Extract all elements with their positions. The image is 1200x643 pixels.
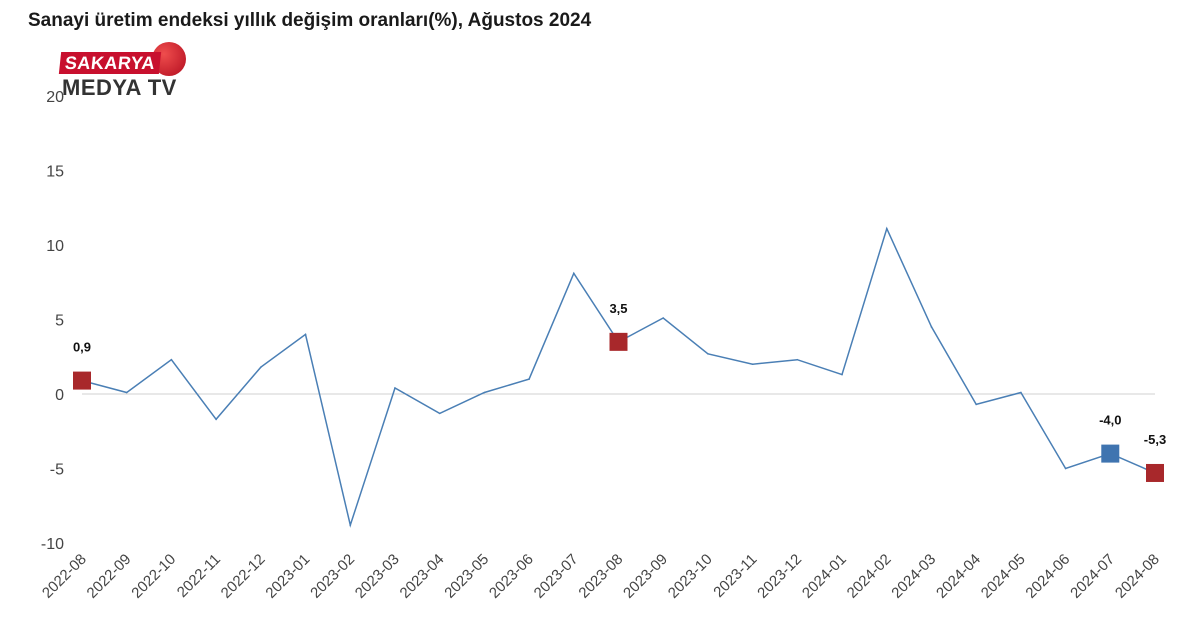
data-label: 3,5 (609, 301, 627, 316)
data-point (796, 358, 799, 361)
y-tick-label: 5 (55, 313, 64, 330)
x-tick-label: 2022-12 (218, 551, 269, 602)
series-group (81, 226, 1156, 528)
data-point (975, 403, 977, 406)
y-axis: 20 15 10 5 0 -5 -10 (41, 89, 64, 553)
y-tick-label: -5 (50, 462, 64, 479)
x-tick-label: 2023-09 (620, 551, 671, 602)
data-point (1020, 391, 1022, 394)
x-tick-label: 2024-02 (844, 551, 895, 602)
x-axis: 2022-082022-092022-102022-112022-122023-… (39, 551, 1163, 602)
x-tick-label: 2023-08 (575, 551, 626, 602)
x-tick-label: 2024-03 (888, 551, 939, 602)
x-tick-label: 2022-11 (174, 551, 224, 601)
x-tick-label: 2023-05 (441, 551, 492, 602)
data-point (885, 227, 888, 230)
x-tick-label: 2024-01 (799, 551, 850, 602)
highlight-marker (609, 332, 628, 351)
data-point (260, 366, 262, 368)
chart-title: Sanayi üretim endeksi yıllık değişim ora… (28, 10, 592, 31)
x-tick-label: 2023-12 (754, 551, 805, 602)
x-tick-label: 2023-01 (262, 551, 313, 602)
x-tick-label: 2022-10 (128, 551, 179, 602)
data-point (438, 412, 441, 415)
markers-group: 0,9 3,5 -4,0 -5,3 (73, 301, 1166, 482)
highlight-marker (1146, 463, 1164, 482)
data-label: 0,9 (73, 340, 91, 355)
x-tick-label: 2022-09 (84, 551, 135, 602)
data-point (349, 524, 352, 526)
data-point (930, 326, 933, 328)
data-point (751, 363, 754, 366)
y-tick-label: -10 (41, 536, 64, 553)
data-label: -5,3 (1144, 432, 1166, 447)
data-point (304, 333, 307, 336)
data-point (662, 317, 665, 319)
data-point (707, 352, 709, 355)
x-tick-label: 2023-06 (486, 551, 537, 602)
x-tick-label: 2024-06 (1022, 551, 1073, 602)
data-point (394, 387, 396, 389)
logo-bottom-text: MEDYA TV (62, 75, 177, 100)
x-tick-label: 2024-04 (933, 551, 984, 602)
x-tick-label: 2023-03 (352, 551, 403, 602)
data-label: -4,0 (1099, 413, 1121, 428)
highlight-marker (1101, 444, 1120, 463)
data-point (483, 391, 486, 394)
data-point (170, 358, 173, 361)
x-tick-label: 2024-08 (1112, 551, 1163, 602)
y-tick-label: 20 (46, 89, 64, 106)
y-tick-label: 0 (55, 387, 64, 404)
x-tick-label: 2022-08 (39, 551, 90, 602)
x-tick-label: 2023-02 (307, 551, 358, 602)
logo: SAKARYA MEDYA TV (58, 42, 190, 102)
data-point (841, 373, 843, 376)
data-point (572, 272, 575, 275)
highlight-marker (73, 371, 91, 390)
data-point (215, 418, 217, 421)
x-tick-label: 2023-04 (397, 551, 448, 602)
x-tick-label: 2023-10 (665, 551, 716, 602)
x-tick-label: 2024-05 (978, 551, 1029, 602)
y-tick-label: 15 (46, 164, 64, 181)
x-tick-label: 2023-07 (531, 551, 582, 602)
x-tick-label: 2024-07 (1067, 551, 1118, 602)
data-point (1064, 467, 1067, 470)
series-line (81, 226, 1156, 528)
data-point (528, 378, 530, 380)
x-tick-label: 2023-11 (710, 551, 760, 601)
data-point (125, 391, 128, 394)
y-tick-label: 10 (46, 238, 64, 255)
